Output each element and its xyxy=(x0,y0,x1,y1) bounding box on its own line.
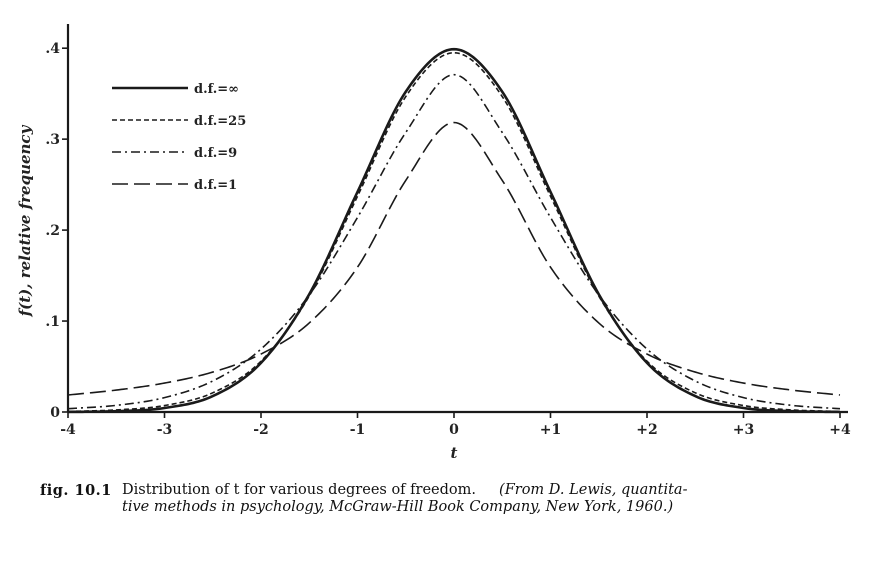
x-tick-label: -1 xyxy=(350,422,366,438)
x-tick-label: +3 xyxy=(733,422,754,438)
y-tick-label: .4 xyxy=(45,41,60,57)
caption-source-line-1: (From D. Lewis, quantita- xyxy=(499,482,688,498)
caption-text: Distribution of t for various degrees of… xyxy=(122,482,476,498)
caption-figure-number: fig. 10.1 xyxy=(40,482,112,499)
caption-source-line-2: tive methods in psychology, McGraw-Hill … xyxy=(122,499,674,515)
x-axis-label: t xyxy=(451,444,458,462)
series-line-2 xyxy=(67,51,841,413)
x-tick-label: +1 xyxy=(540,422,561,438)
series-line-4 xyxy=(67,121,841,396)
y-tick-label: 0 xyxy=(50,405,60,421)
series-line-3 xyxy=(67,73,841,410)
x-tick-label: 0 xyxy=(449,422,459,438)
y-tick-label: .1 xyxy=(45,314,60,330)
x-tick-label: -4 xyxy=(60,422,76,438)
x-tick-label: -3 xyxy=(157,422,173,438)
axes xyxy=(62,24,848,418)
x-tick-label: +2 xyxy=(636,422,657,438)
x-tick-label: -2 xyxy=(253,422,269,438)
legend-label-2: d.f.=25 xyxy=(194,114,246,129)
legend-label-4: d.f.=1 xyxy=(194,178,237,193)
y-tick-label: .2 xyxy=(45,223,60,239)
y-axis-label: f(t), relative frequency xyxy=(16,124,34,317)
x-tick-label: +4 xyxy=(829,422,851,438)
legend-label-3: d.f.=9 xyxy=(194,146,237,161)
caption-body: Distribution of t for various degrees of… xyxy=(122,482,882,516)
series-line-1 xyxy=(67,47,841,414)
t-distribution-chart: -4 -3 -2 -1 0 +1 +2 +3 +4 0 .1 .2 .3 .4 d.f.=∞ d.f.=25… xyxy=(16,24,851,462)
y-tick-label: .3 xyxy=(45,132,60,148)
legend: d.f.=∞ d.f.=25 d.f.=9 d.f.=1 xyxy=(112,82,246,193)
tick-labels: -4 -3 -2 -1 0 +1 +2 +3 +4 0 .1 .2 .3 .4 xyxy=(45,41,851,438)
series-curves xyxy=(67,47,841,414)
legend-label-1: d.f.=∞ xyxy=(194,82,239,97)
